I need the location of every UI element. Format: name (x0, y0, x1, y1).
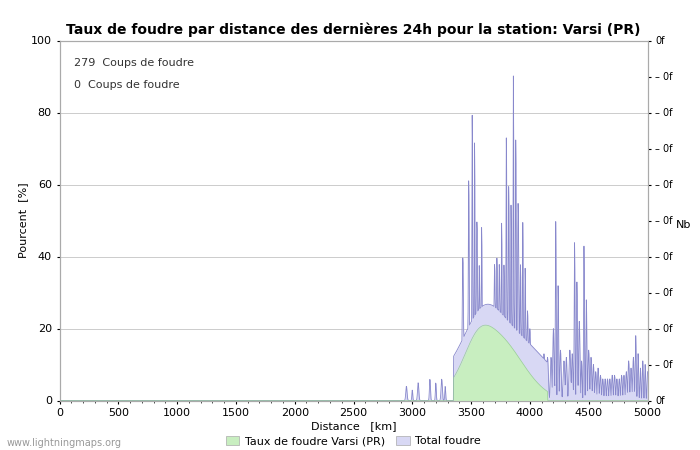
Title: Taux de foudre par distance des dernières 24h pour la station: Varsi (PR): Taux de foudre par distance des dernière… (66, 22, 640, 36)
Text: 0  Coups de foudre: 0 Coups de foudre (74, 80, 180, 90)
Text: www.lightningmaps.org: www.lightningmaps.org (7, 438, 122, 448)
Y-axis label: Nb: Nb (676, 220, 692, 230)
Y-axis label: Pourcent  [%]: Pourcent [%] (18, 183, 28, 258)
Legend: Taux de foudre Varsi (PR), Total foudre: Taux de foudre Varsi (PR), Total foudre (222, 432, 485, 450)
X-axis label: Distance   [km]: Distance [km] (311, 421, 396, 431)
Text: 279  Coups de foudre: 279 Coups de foudre (74, 58, 194, 68)
